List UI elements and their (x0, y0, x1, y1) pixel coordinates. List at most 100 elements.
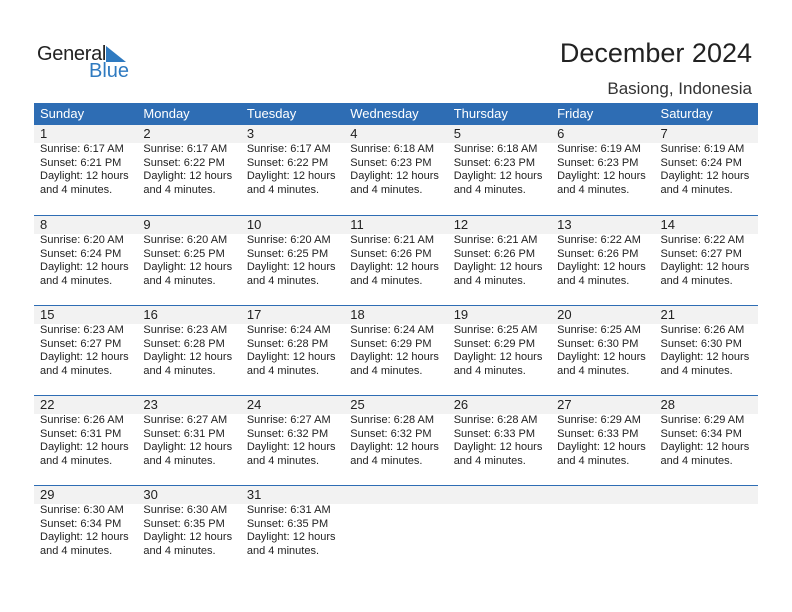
sunset-text: Sunset: 6:26 PM (453, 247, 536, 260)
daylight2-text: and 4 minutes. (350, 454, 423, 467)
day-cell: 30 Sunrise: 6:30 AM Sunset: 6:35 PM Dayligh… (137, 486, 240, 575)
day-number: 3 (246, 126, 255, 141)
daylight2-text: and 4 minutes. (143, 183, 216, 196)
weekday-tuesday: Tuesday (246, 106, 297, 121)
day-cell: 26 Sunrise: 6:28 AM Sunset: 6:33 PM Dayligh… (448, 396, 551, 485)
sunrise-text: Sunrise: 6:22 AM (660, 234, 745, 246)
location: Basiong, Indonesia (607, 79, 752, 98)
daylight1-text: Daylight: 12 hours (143, 531, 233, 544)
sunset-text: Sunset: 6:28 PM (246, 337, 329, 350)
day-cell: 4 Sunrise: 6:18 AM Sunset: 6:23 PM Daylight… (344, 125, 447, 215)
day-cell: 12 Sunrise: 6:21 AM Sunset: 6:26 PM Dayligh… (448, 216, 551, 305)
day-cell: 28 Sunrise: 6:29 AM Sunset: 6:34 PM Dayligh… (655, 396, 758, 485)
daylight1-text: Daylight: 12 hours (453, 170, 543, 183)
sunrise-text: Sunrise: 6:28 AM (350, 414, 435, 426)
sunset-text: Sunset: 6:31 PM (40, 427, 122, 440)
sunrise-text: Sunrise: 6:19 AM (660, 143, 745, 155)
daylight1-text: Daylight: 12 hours (143, 261, 233, 274)
day-number: 22 (40, 397, 55, 412)
day-number-band (34, 306, 758, 324)
daylight1-text: Daylight: 12 hours (40, 261, 129, 274)
day-cell: 11 Sunrise: 6:21 AM Sunset: 6:26 PM Dayligh… (344, 216, 447, 305)
day-cell: 15 Sunrise: 6:23 AM Sunset: 6:27 PM Dayligh… (34, 306, 137, 395)
day-number: 31 (246, 487, 262, 502)
day-cell: 14 Sunrise: 6:22 AM Sunset: 6:27 PM Dayligh… (655, 216, 758, 305)
day-cell: 27 Sunrise: 6:29 AM Sunset: 6:33 PM Dayligh… (551, 396, 654, 485)
day-cell: 17 Sunrise: 6:24 AM Sunset: 6:28 PM Dayligh… (241, 306, 344, 395)
daylight1-text: Daylight: 12 hours (40, 531, 129, 544)
day-number: 15 (40, 307, 55, 322)
weekday-header: Sunday Monday Tuesday Wednesday Thursday Frid… (34, 103, 758, 125)
sunset-text: Sunset: 6:29 PM (350, 337, 432, 350)
day-cell: 1 Sunrise: 6:17 AM Sunset: 6:21 PM Daylight… (34, 125, 137, 215)
weekday-wednesday: Wednesday (350, 106, 419, 121)
day-number-band (34, 125, 758, 143)
weekday-monday: Monday (143, 106, 190, 121)
sunset-text: Sunset: 6:25 PM (143, 247, 225, 260)
daylight2-text: and 4 minutes. (557, 454, 630, 467)
daylight2-text: and 4 minutes. (660, 364, 733, 377)
day-number: 27 (557, 397, 572, 412)
week-row: 15 Sunrise: 6:23 AM Sunset: 6:27 PM Dayligh… (34, 305, 758, 395)
daylight2-text: and 4 minutes. (246, 274, 319, 287)
day-number: 21 (660, 307, 675, 322)
week-row: 22 Sunrise: 6:26 AM Sunset: 6:31 PM Dayligh… (34, 395, 758, 485)
day-cell: 23 Sunrise: 6:27 AM Sunset: 6:31 PM Dayligh… (137, 396, 240, 485)
sunset-text: Sunset: 6:31 PM (143, 427, 225, 440)
daylight1-text: Daylight: 12 hours (557, 441, 646, 454)
day-number: 7 (660, 126, 668, 141)
week-row: 29 Sunrise: 6:30 AM Sunset: 6:34 PM Dayligh… (34, 485, 758, 575)
sunrise-text: Sunrise: 6:17 AM (40, 143, 124, 155)
sunrise-text: Sunrise: 6:19 AM (557, 143, 641, 155)
day-cell: 6 Sunrise: 6:19 AM Sunset: 6:23 PM Daylight… (551, 125, 654, 215)
daylight2-text: and 4 minutes. (143, 544, 216, 557)
daylight1-text: Daylight: 12 hours (246, 351, 336, 364)
sunset-text: Sunset: 6:32 PM (350, 427, 432, 440)
sunrise-text: Sunrise: 6:26 AM (660, 324, 745, 336)
daylight1-text: Daylight: 12 hours (660, 170, 750, 183)
day-cell: 7 Sunrise: 6:19 AM Sunset: 6:24 PM Daylight… (655, 125, 758, 215)
sunrise-text: Sunrise: 6:21 AM (350, 234, 435, 246)
day-number: 24 (246, 397, 262, 412)
sunrise-text: Sunrise: 6:30 AM (40, 504, 124, 516)
daylight1-text: Daylight: 12 hours (246, 170, 336, 183)
daylight2-text: and 4 minutes. (557, 364, 630, 377)
sunset-text: Sunset: 6:21 PM (40, 156, 122, 169)
sunrise-text: Sunrise: 6:20 AM (143, 234, 228, 246)
sunrise-text: Sunrise: 6:17 AM (246, 143, 331, 155)
day-number-band (34, 216, 758, 234)
daylight2-text: and 4 minutes. (660, 454, 733, 467)
day-number: 17 (246, 307, 262, 322)
daylight2-text: and 4 minutes. (557, 274, 630, 287)
day-cell: 31 Sunrise: 6:31 AM Sunset: 6:35 PM Dayligh… (241, 486, 344, 575)
day-number: 8 (40, 217, 48, 232)
day-cell: 24 Sunrise: 6:27 AM Sunset: 6:32 PM Dayligh… (241, 396, 344, 485)
daylight2-text: and 4 minutes. (143, 274, 216, 287)
logo-word-general: General (37, 43, 107, 65)
day-number: 4 (350, 126, 358, 141)
sunset-text: Sunset: 6:34 PM (40, 517, 122, 530)
sunrise-text: Sunrise: 6:18 AM (453, 143, 538, 155)
day-cell: 5 Sunrise: 6:18 AM Sunset: 6:23 PM Daylight… (448, 125, 551, 215)
day-number: 1 (40, 126, 48, 141)
empty-cell (344, 486, 447, 575)
day-cell: 18 Sunrise: 6:24 AM Sunset: 6:29 PM Dayligh… (344, 306, 447, 395)
logo-word-blue: Blue (89, 60, 130, 82)
week-row: 1 Sunrise: 6:17 AM Sunset: 6:21 PM Daylight… (34, 125, 758, 215)
day-number: 18 (350, 307, 365, 322)
daylight1-text: Daylight: 12 hours (453, 441, 543, 454)
day-cell: 20 Sunrise: 6:25 AM Sunset: 6:30 PM Dayligh… (551, 306, 654, 395)
daylight2-text: and 4 minutes. (660, 274, 733, 287)
daylight1-text: Daylight: 12 hours (557, 261, 646, 274)
daylight2-text: and 4 minutes. (40, 454, 113, 467)
sunrise-text: Sunrise: 6:20 AM (40, 234, 124, 246)
day-cell: 13 Sunrise: 6:22 AM Sunset: 6:26 PM Dayligh… (551, 216, 654, 305)
sunset-text: Sunset: 6:30 PM (660, 337, 742, 350)
sunrise-text: Sunrise: 6:26 AM (40, 414, 124, 426)
sunrise-text: Sunrise: 6:25 AM (453, 324, 538, 336)
empty-cell (448, 486, 551, 575)
sunset-text: Sunset: 6:29 PM (453, 337, 536, 350)
day-number: 20 (557, 307, 572, 322)
daylight1-text: Daylight: 12 hours (143, 441, 233, 454)
day-cell: 8 Sunrise: 6:20 AM Sunset: 6:24 PM Daylight… (34, 216, 137, 305)
